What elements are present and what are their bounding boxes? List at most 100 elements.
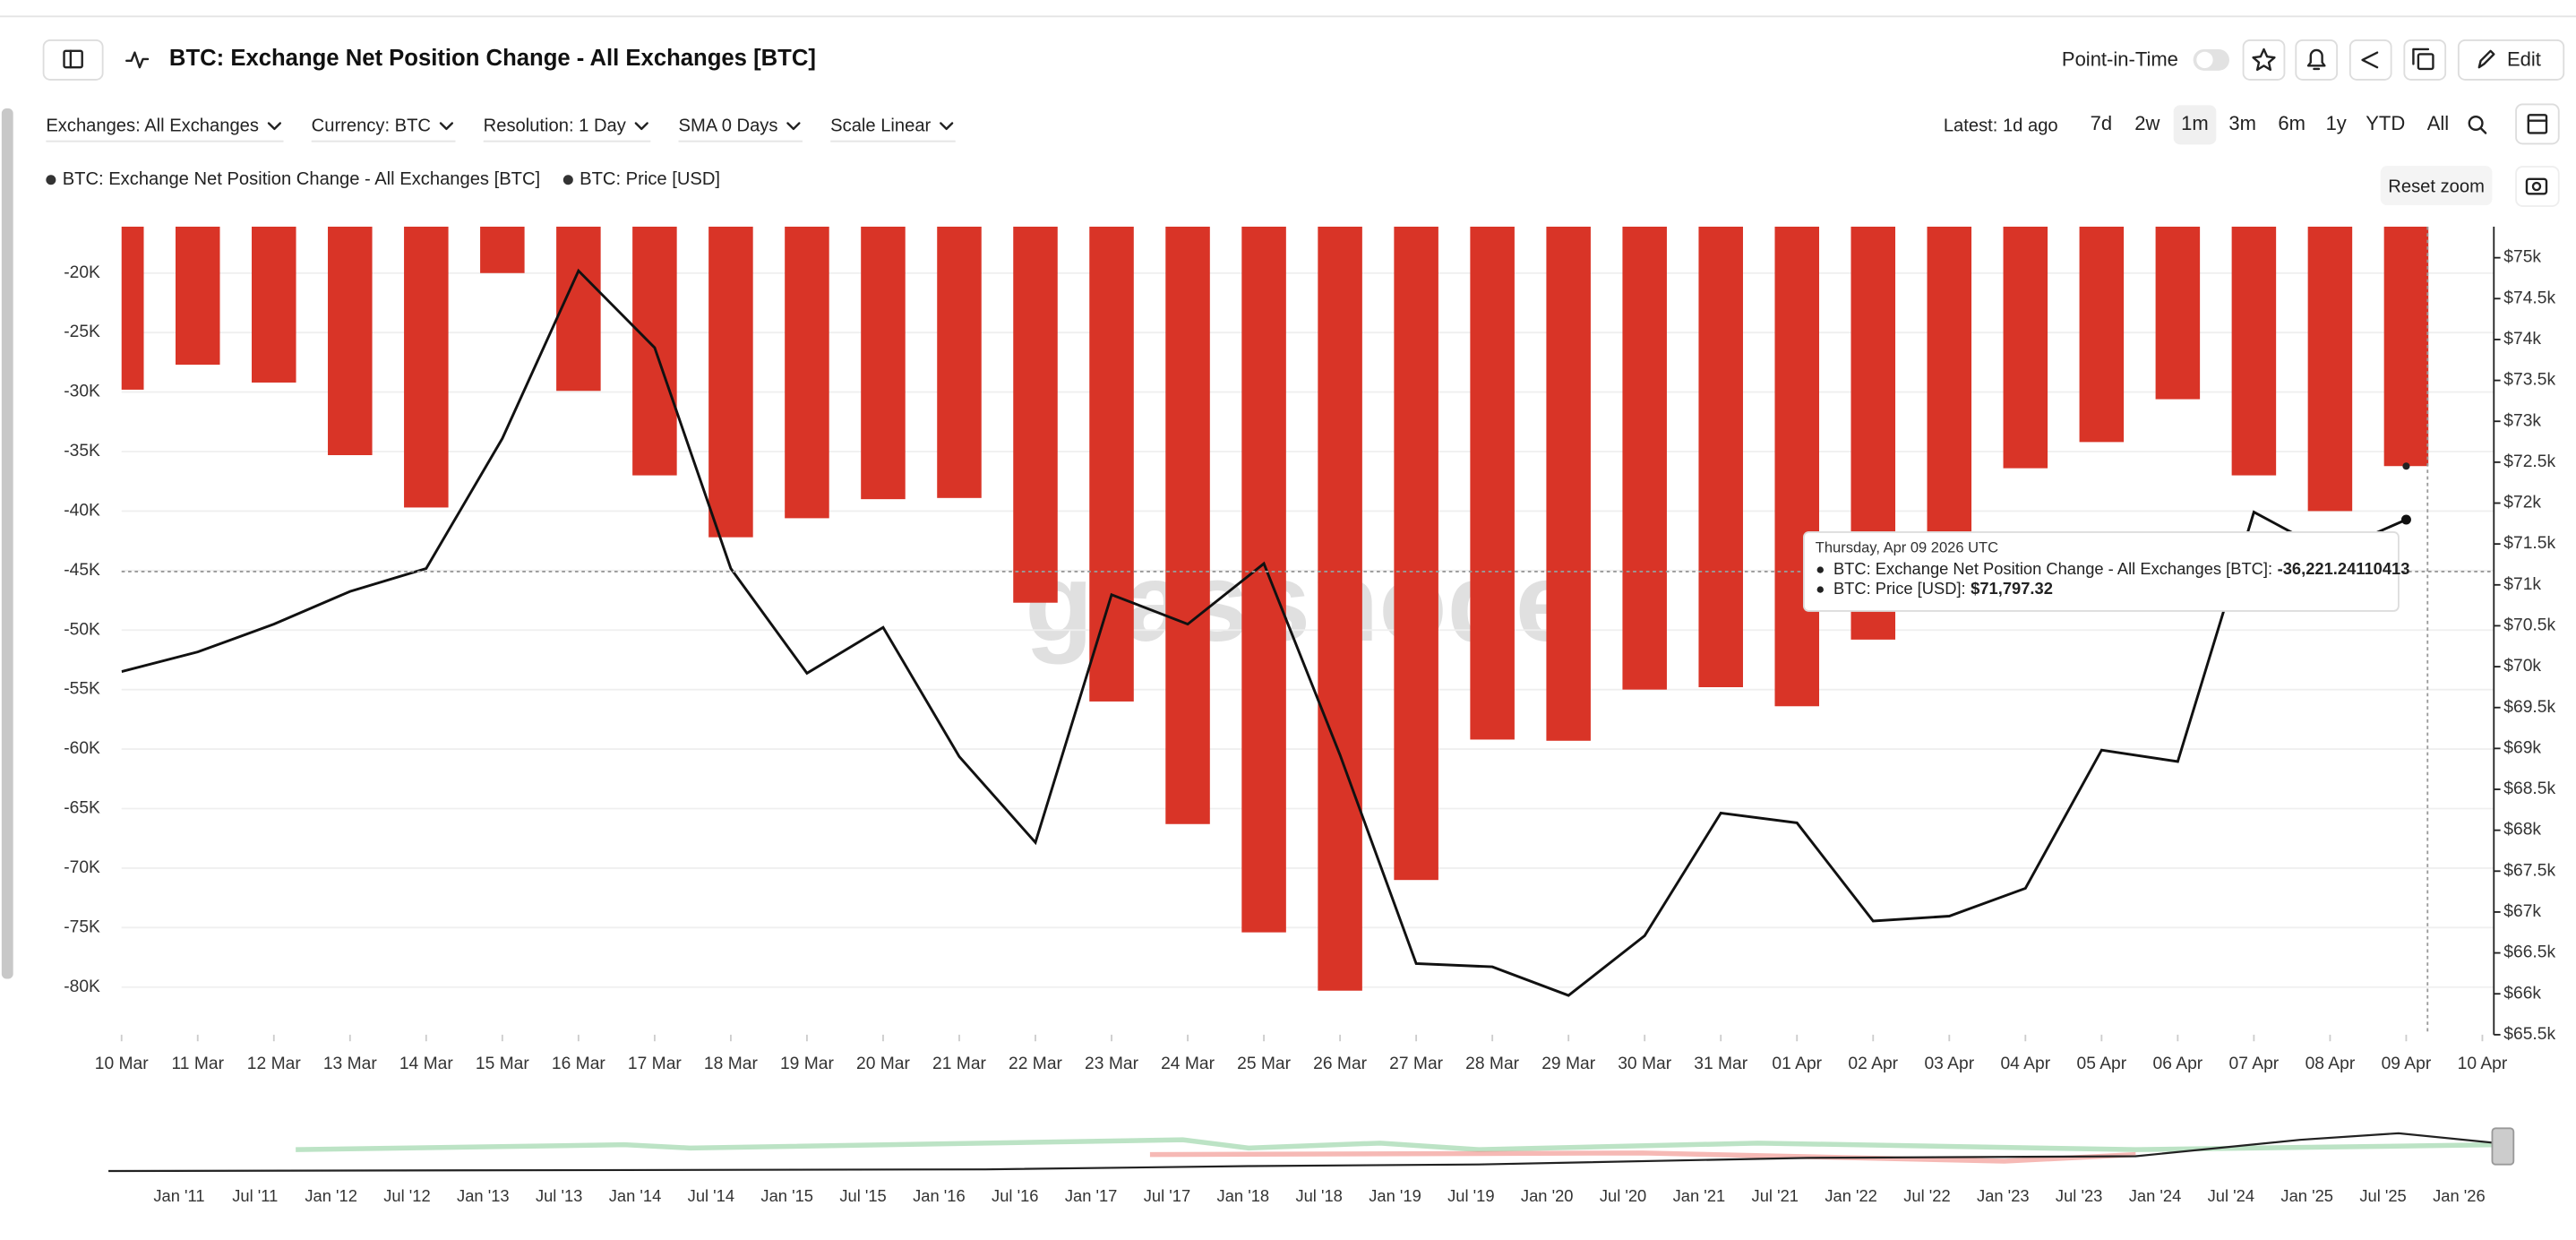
y2-tick-label: $70.5k bbox=[2503, 616, 2555, 635]
edit-label: Edit bbox=[2507, 48, 2541, 71]
star-button[interactable] bbox=[2242, 39, 2286, 81]
bar bbox=[556, 226, 601, 392]
tooltip-box bbox=[1803, 531, 2400, 612]
navigator-label: Jul '14 bbox=[688, 1186, 734, 1205]
copy-icon bbox=[2412, 47, 2430, 65]
x-tick-label: 21 Mar bbox=[932, 1055, 987, 1073]
range-button[interactable]: All bbox=[2427, 112, 2449, 134]
filter-label[interactable]: Scale Linear bbox=[830, 116, 931, 135]
legend-label[interactable]: BTC: Exchange Net Position Change - All … bbox=[63, 169, 540, 189]
bar bbox=[1546, 226, 1591, 741]
navigator-label: Jul '13 bbox=[536, 1186, 582, 1205]
screenshot-button[interactable] bbox=[2515, 166, 2560, 207]
y2-tick-label: $74k bbox=[2503, 330, 2541, 349]
bar bbox=[1013, 226, 1058, 603]
y2-tick-label: $72.5k bbox=[2503, 452, 2555, 471]
navigator-label: Jan '12 bbox=[305, 1186, 357, 1205]
x-tick-label: 22 Mar bbox=[1009, 1055, 1063, 1073]
y2-tick-label: $72k bbox=[2503, 494, 2541, 512]
y2-tick-label: $71k bbox=[2503, 575, 2541, 594]
navigator-label: Jan '25 bbox=[2280, 1186, 2333, 1205]
y2-tick-label: $65.5k bbox=[2503, 1025, 2555, 1044]
range-button[interactable]: 1y bbox=[2326, 112, 2347, 134]
bar bbox=[1698, 226, 1743, 688]
scrollbar[interactable] bbox=[1, 108, 13, 979]
y2-tick-label: $69k bbox=[2503, 738, 2541, 757]
alert-button[interactable] bbox=[2295, 39, 2339, 81]
chevron bbox=[786, 122, 801, 131]
x-tick-label: 31 Mar bbox=[1694, 1055, 1748, 1073]
reset-zoom-button[interactable] bbox=[2380, 166, 2493, 206]
filter-bar: Exchanges: All Exchanges Currency: BTC Res… bbox=[46, 116, 956, 142]
toggle-knob bbox=[2196, 51, 2213, 69]
y2-tick-label: $67.5k bbox=[2503, 861, 2555, 880]
y2-tick-label: $66.5k bbox=[2503, 943, 2555, 962]
chevron bbox=[940, 122, 954, 131]
point-in-time-label: Point-in-Time bbox=[2062, 48, 2178, 71]
sidebar-toggle[interactable] bbox=[42, 39, 104, 81]
x-tick-label: 25 Mar bbox=[1237, 1055, 1292, 1073]
copy-button[interactable] bbox=[2403, 39, 2447, 81]
navigator-label: Jan '22 bbox=[1825, 1186, 1877, 1205]
bar bbox=[2231, 226, 2277, 476]
range-button[interactable]: 1m bbox=[2181, 112, 2209, 134]
navigator-label: Jul '15 bbox=[839, 1186, 886, 1205]
tooltip-label: BTC: Exchange Net Position Change - All … bbox=[1833, 559, 2272, 578]
camera-icon bbox=[2531, 181, 2542, 192]
navigator-label: Jan '24 bbox=[2129, 1186, 2182, 1205]
navigator-label: Jul '21 bbox=[1752, 1186, 1799, 1205]
bar bbox=[861, 226, 906, 500]
legend-label[interactable]: BTC: Price [USD] bbox=[580, 169, 720, 189]
x-tick-label: 07 Apr bbox=[2229, 1055, 2280, 1073]
range-button[interactable]: 7d bbox=[2091, 112, 2112, 134]
bar bbox=[2003, 226, 2048, 469]
navigator-handle[interactable] bbox=[2491, 1127, 2515, 1166]
x-tick-label: 17 Mar bbox=[628, 1055, 683, 1073]
x-tick-label: 08 Apr bbox=[2306, 1055, 2356, 1073]
navigator-label: Jan '14 bbox=[609, 1186, 662, 1205]
x-tick-label: 06 Apr bbox=[2153, 1055, 2203, 1073]
navigator-label: Jul '20 bbox=[1600, 1186, 1646, 1205]
x-tick-label: 05 Apr bbox=[2076, 1055, 2126, 1073]
navigator-label: Jan '20 bbox=[1521, 1186, 1574, 1205]
zoom-select-icon[interactable] bbox=[2468, 115, 2487, 134]
range-button[interactable]: 6m bbox=[2278, 112, 2306, 134]
hover-marker bbox=[2402, 462, 2410, 470]
filter-label[interactable]: SMA 0 Days bbox=[679, 116, 778, 135]
share-button[interactable] bbox=[2348, 39, 2392, 81]
range-button[interactable]: 3m bbox=[2228, 112, 2256, 134]
bell-icon bbox=[2306, 48, 2326, 71]
legend-marker bbox=[562, 175, 573, 185]
tooltip-dot bbox=[1816, 586, 1824, 593]
filter-label[interactable]: Exchanges: All Exchanges bbox=[46, 116, 259, 135]
calendar-button[interactable] bbox=[2515, 103, 2560, 145]
edit-button[interactable] bbox=[2457, 39, 2565, 81]
bar bbox=[1394, 226, 1438, 881]
x-tick-label: 11 Mar bbox=[172, 1055, 225, 1073]
filter-label[interactable]: Currency: BTC bbox=[312, 116, 431, 135]
range-button[interactable]: 2w bbox=[2134, 112, 2160, 134]
tooltip-date: Thursday, Apr 09 2026 UTC bbox=[1816, 540, 1998, 556]
chevron bbox=[439, 122, 454, 131]
y-tick-label: -40K bbox=[64, 502, 100, 521]
x-tick-label: 20 Mar bbox=[856, 1055, 911, 1073]
navigator-label: Jan '18 bbox=[1217, 1186, 1270, 1205]
navigator-label: Jan '21 bbox=[1673, 1186, 1726, 1205]
y2-tick-label: $70k bbox=[2503, 657, 2541, 676]
bar bbox=[328, 226, 373, 455]
price-line bbox=[121, 268, 2408, 997]
range-button[interactable]: YTD bbox=[2366, 112, 2405, 134]
bar bbox=[1774, 226, 1820, 707]
bar bbox=[480, 226, 525, 273]
y-tick-label: -70K bbox=[64, 858, 100, 877]
x-tick-label: 29 Mar bbox=[1541, 1055, 1596, 1073]
navigator-label: Jan '17 bbox=[1065, 1186, 1118, 1205]
navigator-label: Jan '13 bbox=[457, 1186, 510, 1205]
bar bbox=[785, 226, 829, 519]
filter-label[interactable]: Resolution: 1 Day bbox=[484, 116, 627, 135]
x-tick-label: 02 Apr bbox=[1848, 1055, 1898, 1073]
bar bbox=[2079, 226, 2125, 443]
latest-label: Latest: 1d ago bbox=[1944, 116, 2058, 135]
